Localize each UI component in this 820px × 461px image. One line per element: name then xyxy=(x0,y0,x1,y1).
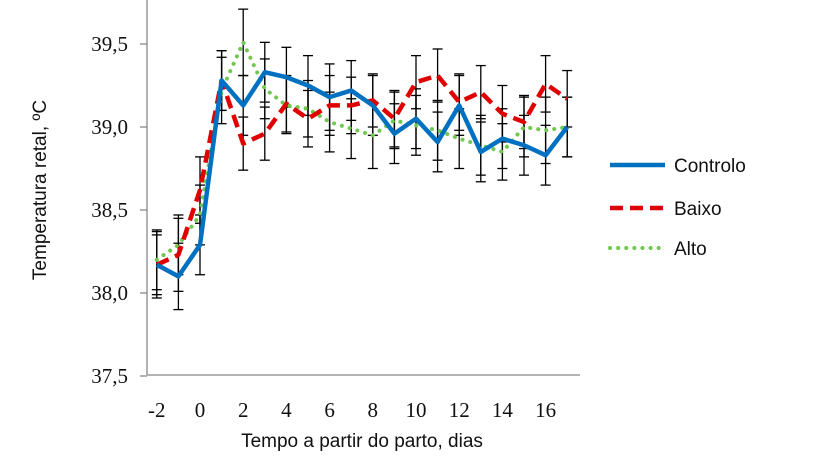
y-tick-label: 38,5 xyxy=(91,198,128,222)
x-tick-label: 4 xyxy=(281,398,292,422)
x-tick-label: 14 xyxy=(492,398,514,422)
error-bar xyxy=(324,91,335,153)
series-line-controlo xyxy=(155,69,569,279)
x-tick-label: 16 xyxy=(535,398,556,422)
y-tick-label: 39,5 xyxy=(91,32,128,56)
x-tick-label: 2 xyxy=(238,398,249,422)
y-tick-label: 39,0 xyxy=(91,115,128,139)
y-tick-label: 38,0 xyxy=(91,281,128,305)
y-axis-title: Temperatura retal, ºC xyxy=(30,100,51,280)
error-bar xyxy=(432,99,443,161)
error-bar xyxy=(432,48,443,103)
x-tick-label: 8 xyxy=(368,398,379,422)
series-line-alto xyxy=(154,40,570,262)
legend-label-alto: Alto xyxy=(674,239,707,260)
error-bar xyxy=(303,79,313,138)
error-bar xyxy=(475,64,486,120)
error-bar xyxy=(475,114,486,176)
x-tick-label: 6 xyxy=(324,398,335,422)
x-tick-label: 10 xyxy=(406,398,427,422)
x-axis-title: Tempo a partir do parto, dias xyxy=(241,431,483,452)
legend: Controlo Baixo Alto xyxy=(608,156,746,260)
legend-label-controlo: Controlo xyxy=(674,156,746,177)
x-tick-label: 12 xyxy=(449,398,470,422)
series-line-baixo xyxy=(155,73,569,267)
y-tick-label: 37,5 xyxy=(91,364,128,388)
legend-label-baixo: Baixo xyxy=(674,199,722,220)
x-tick-label: 0 xyxy=(195,398,206,422)
x-tick-label: -2 xyxy=(148,398,166,422)
